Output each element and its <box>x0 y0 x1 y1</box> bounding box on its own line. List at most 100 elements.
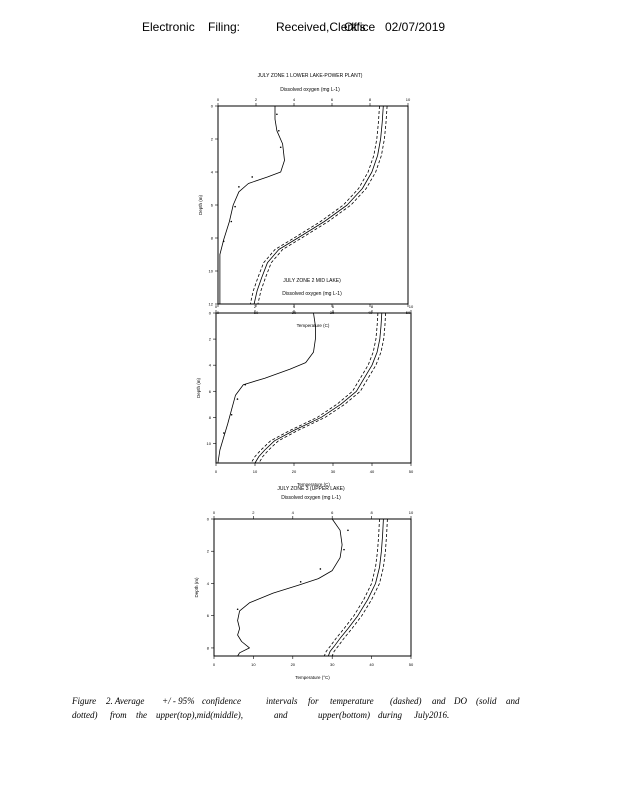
do-tick-label: 4 <box>292 510 295 515</box>
caption-word: from <box>110 710 127 720</box>
temperature-mean-line <box>254 312 383 464</box>
do-dotted-point <box>223 432 225 434</box>
profile-chart-zone-3: JULY ZONE 3 (UPPER LAKE) Dissolved oxygen… <box>194 486 414 680</box>
depth-tick-label: 4 <box>211 170 214 175</box>
temperature-ci-dashed-line <box>258 312 386 464</box>
temp-tick-label: 20 <box>292 469 297 474</box>
temperature-ci-dashed-line <box>250 312 379 464</box>
caption-word: (solid <box>476 696 497 706</box>
do-tick-label: 4 <box>293 304 296 309</box>
caption-word: the <box>136 710 147 720</box>
do-tick-label: 8 <box>370 510 373 515</box>
temp-tick-label: 50 <box>409 469 414 474</box>
caption-word: July2016. <box>414 710 450 720</box>
do-tick-label: 2 <box>254 304 257 309</box>
depth-tick-label: 8 <box>211 236 214 241</box>
caption-word: and <box>506 696 520 706</box>
temp-tick-label: 30 <box>331 469 336 474</box>
temp-tick-label: 30 <box>330 662 335 667</box>
caption-word: intervals <box>266 696 298 706</box>
caption-word: upper(top),mid(middle), <box>156 710 243 720</box>
do-tick-label: 10 <box>409 510 414 515</box>
do-tick-label: 2 <box>252 510 255 515</box>
do-tick-label: 0 <box>217 97 220 102</box>
do-tick-label: 4 <box>293 97 296 102</box>
depth-tick-label: 2 <box>209 337 212 342</box>
temperature-mean-line <box>327 518 384 657</box>
temp-tick-label: 40 <box>370 469 375 474</box>
header-received: Received,Clerk's <box>276 20 366 34</box>
temperature-ci-dashed-line <box>323 518 380 657</box>
caption-word: for <box>308 696 319 706</box>
temp-tick-label: 40 <box>369 662 374 667</box>
depth-tick-label: 4 <box>207 581 210 586</box>
do-dotted-point <box>347 529 349 532</box>
depth-tick-label: 8 <box>207 645 210 650</box>
figure-caption: Figure 2. Average +/ - 95% confidence in… <box>72 694 520 722</box>
caption-word: during <box>378 710 403 720</box>
temperature-axis-label: Temperature (°C) <box>295 675 330 680</box>
temp-tick-label: 50 <box>409 662 414 667</box>
temperature-mean-line <box>253 105 384 305</box>
depth-tick-label: 10 <box>209 269 214 274</box>
caption-line-2: dotted) from the upper(top),mid(middle),… <box>72 708 520 722</box>
caption-word: DO <box>454 696 467 706</box>
caption-word: temperature <box>330 696 374 706</box>
depth-tick-label: 4 <box>209 363 212 368</box>
temp-tick-label: 10 <box>253 469 258 474</box>
do-axis-label: Dissolved oxygen (mg L-1) <box>280 87 340 93</box>
depth-tick-label: 10 <box>207 441 212 446</box>
do-solid-line <box>237 518 343 657</box>
filing-header: Electronic Filing: Received,Clerk's Offi… <box>0 20 618 38</box>
profile-chart-zone-2: JULY ZONE 2 MID LAKE) Dissolved oxygen (m… <box>196 278 414 487</box>
do-axis-label: Dissolved oxygen (mg L-1) <box>282 291 342 297</box>
do-solid-line <box>219 106 285 304</box>
temperature-ci-dashed-line <box>257 105 388 305</box>
header-electronic: Electronic <box>142 20 195 34</box>
depth-tick-label: 8 <box>209 415 212 420</box>
do-tick-label: 10 <box>406 97 411 102</box>
temperature-axis-label: Temperature (C) <box>297 323 330 328</box>
depth-tick-label: 2 <box>207 549 210 554</box>
do-dotted-point <box>279 146 282 149</box>
do-dotted-point <box>234 205 236 208</box>
depth-axis-label: Depth (m) <box>198 195 203 216</box>
temp-tick-label: 0 <box>215 469 218 474</box>
profile-chart-zone-1: JULY ZONE 1 LOWER LAKE-POWER PLANT) Disso… <box>198 73 411 328</box>
depth-tick-label: 0 <box>207 517 210 522</box>
do-dotted-point <box>230 413 233 416</box>
depth-tick-label: 6 <box>211 203 214 208</box>
temp-tick-label: 0 <box>213 662 216 667</box>
temp-tick-label: 20 <box>291 662 296 667</box>
header-office: Office <box>344 20 376 34</box>
do-dotted-point <box>278 129 280 132</box>
do-dotted-point <box>222 240 225 243</box>
do-dotted-point <box>319 568 322 570</box>
depth-tick-label: 0 <box>209 311 212 316</box>
temperature-ci-dashed-line <box>331 518 388 657</box>
do-tick-label: 8 <box>371 304 374 309</box>
depth-tick-label: 2 <box>211 137 214 142</box>
do-solid-line <box>217 312 316 464</box>
caption-word: upper(bottom) <box>318 710 370 720</box>
caption-word: 2. Average <box>106 696 145 706</box>
caption-word: Figure <box>72 696 97 706</box>
do-dotted-point <box>299 581 302 583</box>
header-filing: Filing: <box>208 20 241 34</box>
do-dotted-point <box>244 383 247 386</box>
depth-tick-label: 0 <box>211 104 214 109</box>
chart-title: JULY ZONE 1 LOWER LAKE-POWER PLANT) <box>258 73 363 79</box>
caption-word: (dashed) <box>390 696 422 706</box>
depth-axis-label: Depth (m) <box>194 577 199 598</box>
depth-tick-label: 12 <box>209 302 214 307</box>
do-tick-label: 6 <box>331 97 334 102</box>
do-dotted-point <box>238 186 240 188</box>
caption-word: +/ - 95% <box>162 696 195 706</box>
plot-frame <box>215 312 412 464</box>
depth-tick-label: 6 <box>207 613 210 618</box>
do-axis-label: Dissolved oxygen (mg L-1) <box>281 495 341 501</box>
plot-frame <box>213 518 412 657</box>
temperature-ci-dashed-line <box>249 105 380 305</box>
do-dotted-point <box>236 398 239 400</box>
caption-word: dotted) <box>72 710 98 720</box>
